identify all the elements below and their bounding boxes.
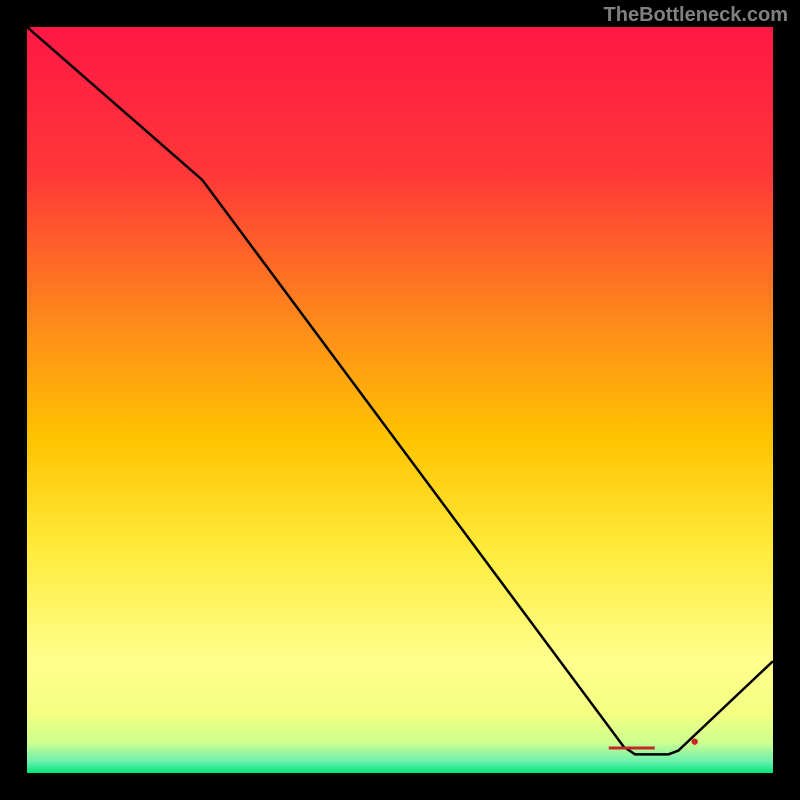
chart-svg: ▬▬▬▬▬ [27, 27, 773, 773]
annotation-label: ▬▬▬▬▬ [609, 742, 655, 753]
annotation-dot [691, 738, 697, 744]
plot-area: ▬▬▬▬▬ [27, 27, 773, 773]
chart-background [27, 27, 773, 773]
attribution-watermark: TheBottleneck.com [604, 4, 788, 27]
